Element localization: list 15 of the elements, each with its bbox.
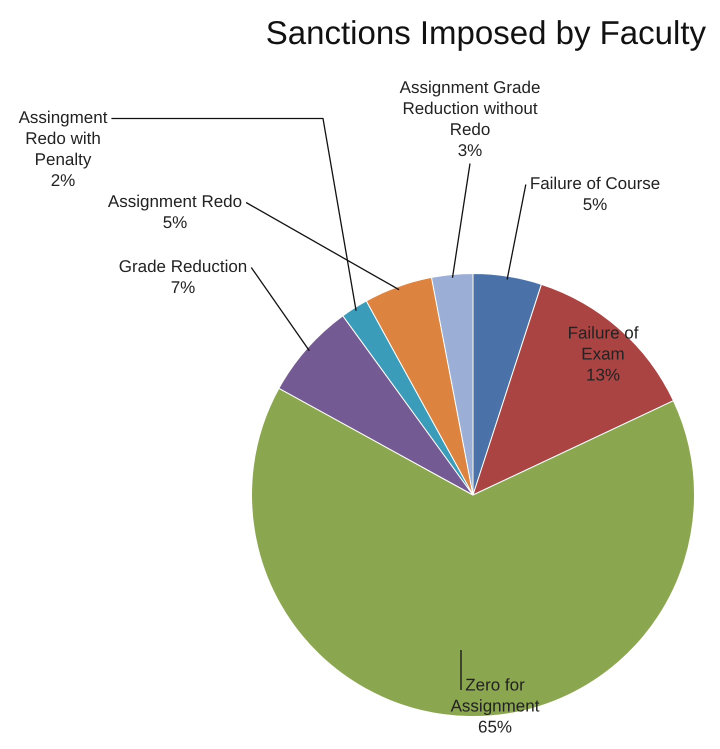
slice-label: Zero for Assignment: [450, 676, 540, 716]
slice-label: Grade Reduction: [118, 257, 248, 276]
slice-label: Failure of Course: [530, 174, 660, 194]
data-label: 65%: [478, 718, 512, 737]
data-label: 7%: [170, 278, 196, 298]
data-label: 5%: [582, 195, 608, 214]
slice-label: Assignment Redo: [108, 192, 242, 212]
data-label: 3%: [458, 141, 482, 160]
chart-title: Sanctions Imposed by Faculty: [266, 14, 706, 52]
data-label: 2%: [50, 171, 76, 190]
slice-label: Assignment Grade Reduction without Redo: [400, 78, 540, 140]
slice-label: Failure of Exam: [568, 324, 639, 364]
data-label: 5%: [162, 213, 188, 232]
data-label: 13%: [586, 366, 620, 385]
slice-label: Assingment Redo with Penalty: [18, 108, 108, 170]
